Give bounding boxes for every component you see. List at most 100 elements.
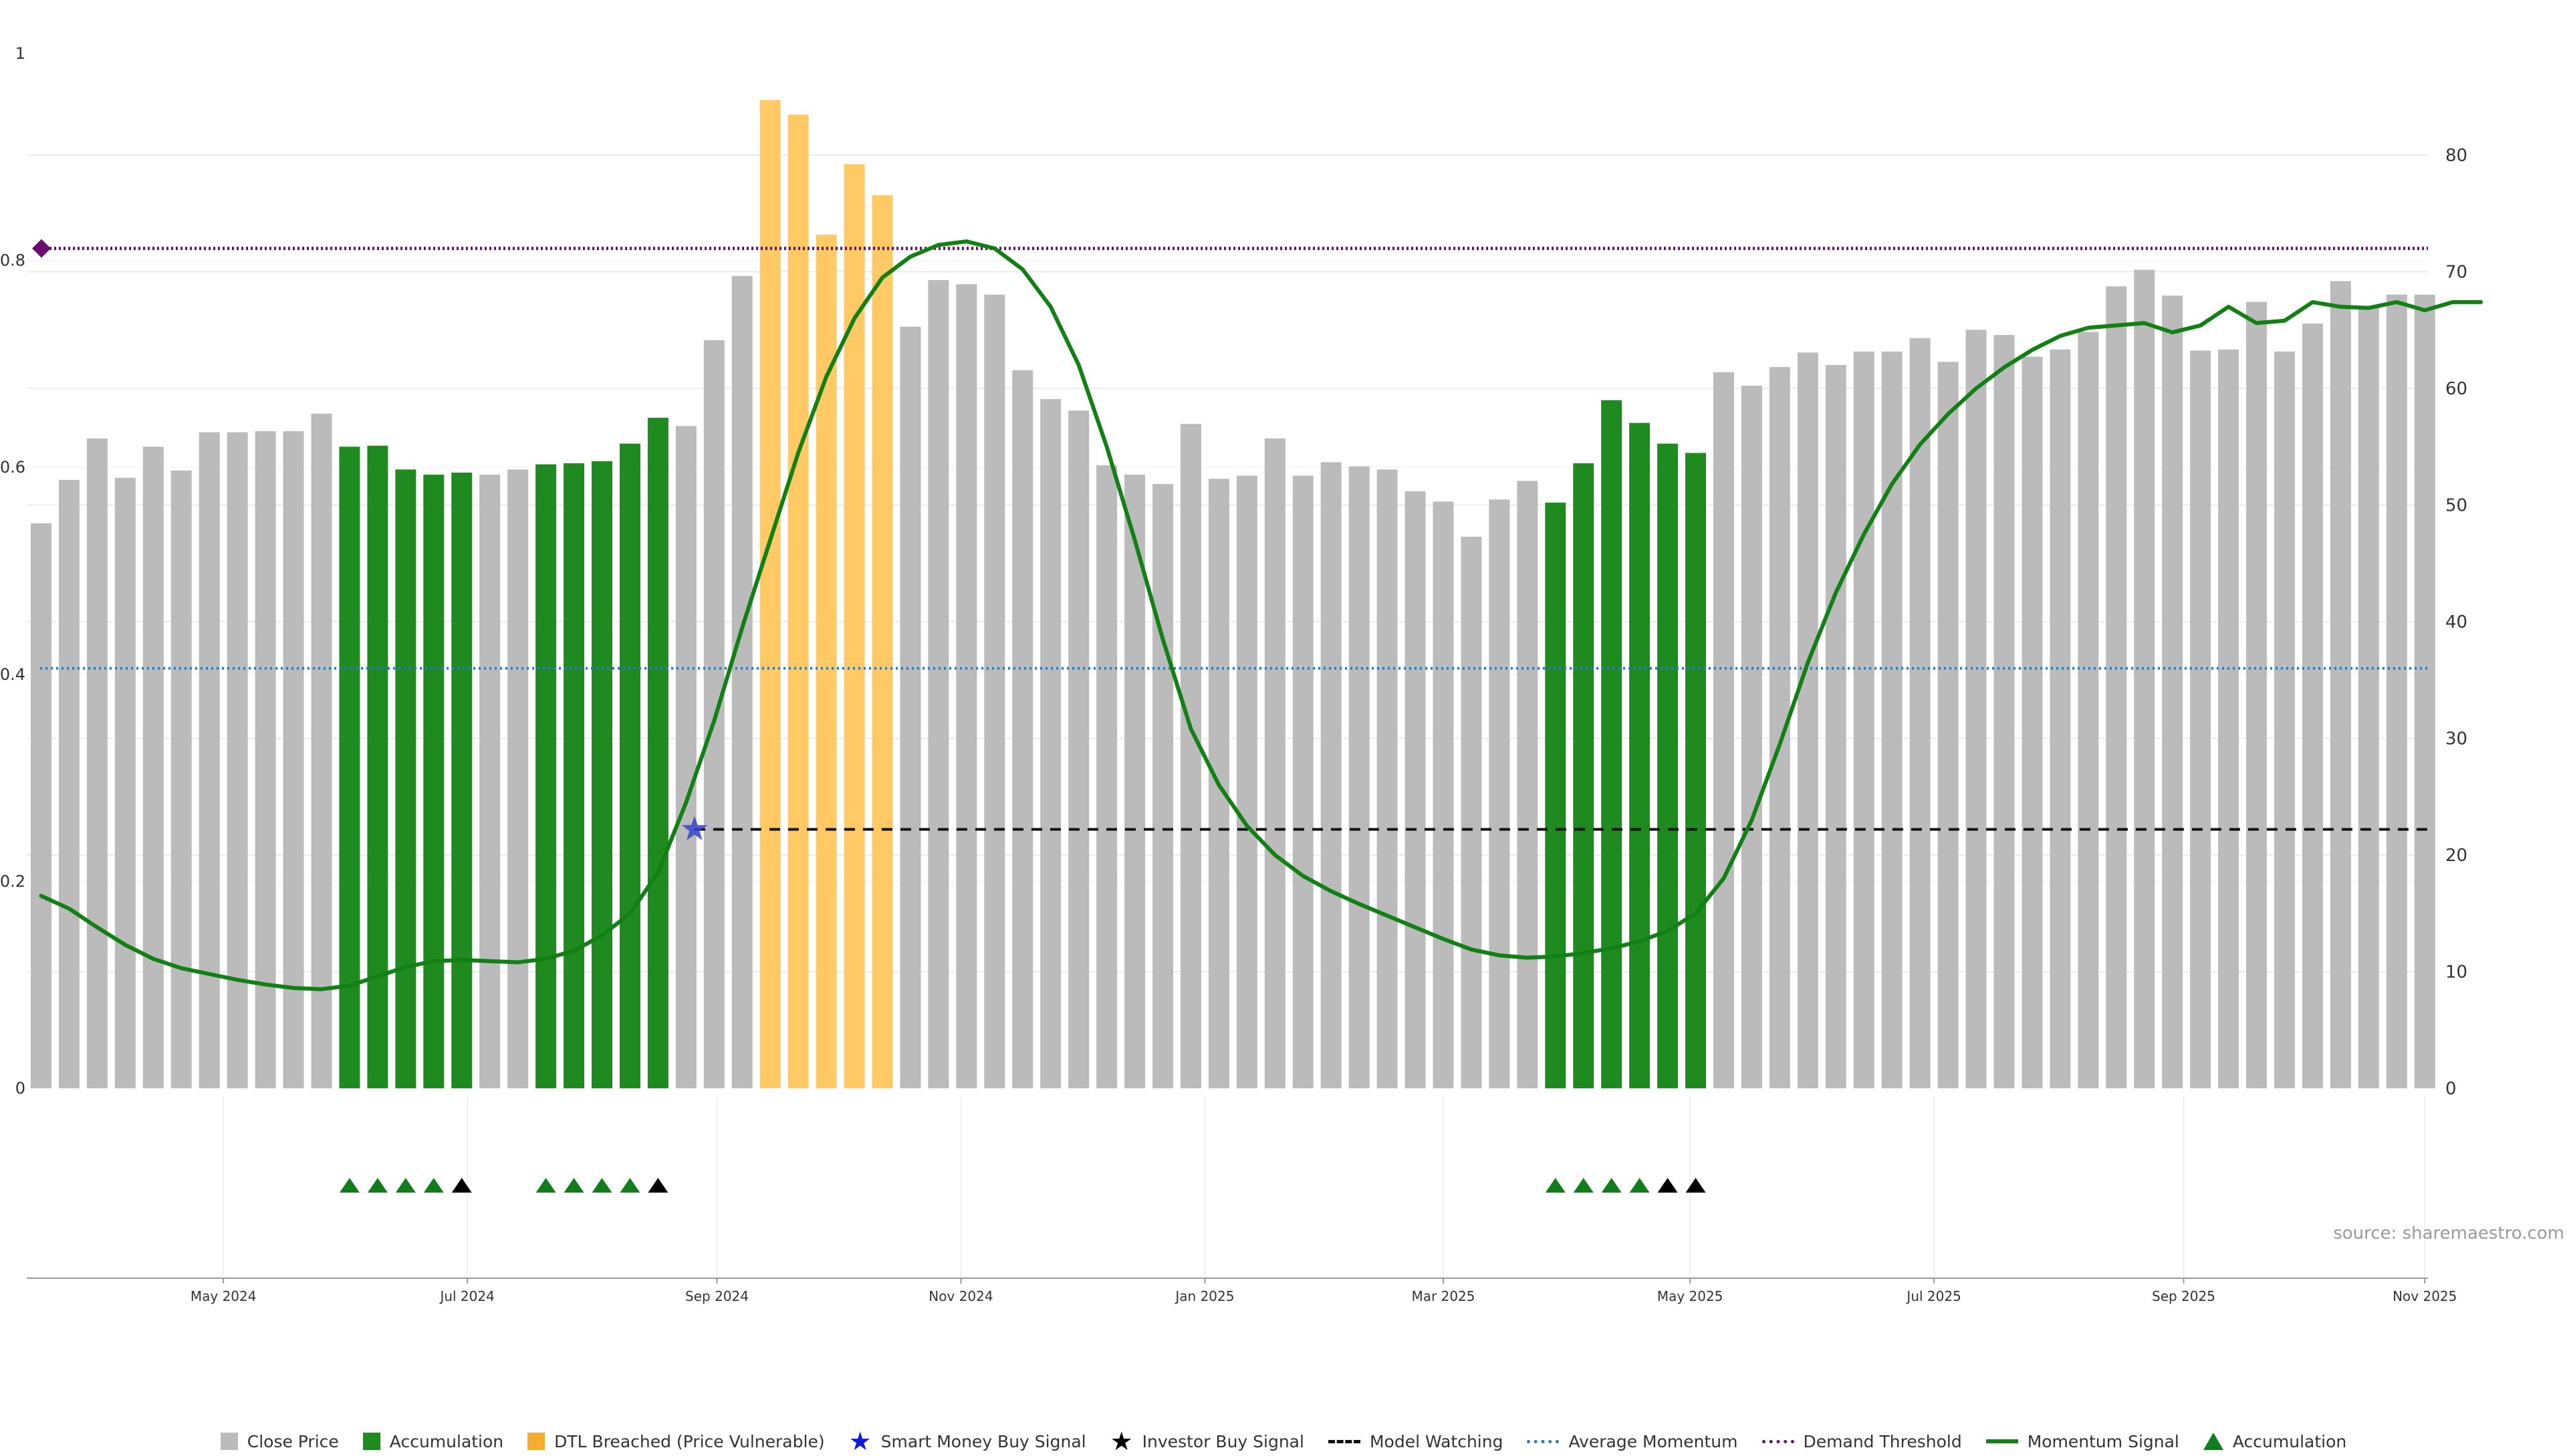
- legend-item: Close Price: [220, 1431, 339, 1451]
- y-right-tick-label: 60: [2445, 379, 2467, 399]
- y-right-tick-label: 0: [2445, 1079, 2457, 1099]
- investor-triangle: [648, 1178, 668, 1193]
- bar-close: [31, 523, 51, 1088]
- bar-close: [2022, 356, 2043, 1089]
- bar-close: [1124, 475, 1146, 1088]
- x-tick-label: Mar 2025: [1412, 1288, 1475, 1304]
- bar-close: [1993, 335, 2015, 1088]
- bar-close: [199, 432, 220, 1088]
- bar-dtl: [844, 164, 865, 1089]
- bar-close: [731, 275, 753, 1088]
- x-tick-label: Nov 2024: [929, 1288, 993, 1304]
- bar-close: [2330, 281, 2351, 1088]
- bar-close: [86, 438, 108, 1088]
- legend-label: Accumulation: [389, 1431, 504, 1451]
- star-icon: ★: [1110, 1427, 1133, 1456]
- bar-close: [984, 294, 1005, 1089]
- legend-item: Average Momentum: [1527, 1432, 1738, 1451]
- demand-threshold-marker: [32, 239, 51, 258]
- bar-close: [2190, 350, 2211, 1088]
- smart-money-buy-star: [681, 816, 707, 840]
- accumulation-triangle: [423, 1178, 444, 1193]
- accumulation-triangle: [1601, 1178, 1622, 1193]
- legend-label: Smart Money Buy Signal: [880, 1431, 1086, 1451]
- accumulation-triangle: [339, 1178, 360, 1193]
- bar-acc: [367, 445, 388, 1088]
- x-tick-label: May 2025: [1657, 1288, 1723, 1304]
- y-left-tick-label: 0: [15, 1079, 25, 1098]
- bar-acc: [1545, 502, 1566, 1088]
- accumulation-triangle: [1629, 1178, 1650, 1193]
- bar-close: [1741, 385, 1762, 1089]
- bar-close: [1825, 364, 1846, 1088]
- x-tick-label: Jan 2025: [1174, 1288, 1234, 1304]
- bar-close: [2274, 351, 2295, 1088]
- investor-triangle: [451, 1178, 472, 1193]
- bar-close: [2358, 307, 2379, 1088]
- bar-acc: [1601, 400, 1622, 1088]
- accumulation-triangle: [564, 1178, 584, 1193]
- bar-close: [114, 477, 136, 1088]
- bar-close: [1461, 536, 1482, 1088]
- legend-label: Model Watching: [1369, 1431, 1503, 1451]
- bar-close: [1068, 410, 1090, 1088]
- bar-close: [1264, 438, 1286, 1088]
- legend-label: Momentum Signal: [2027, 1431, 2179, 1451]
- y-left-tick-label: 0.2: [0, 872, 25, 890]
- bar-close: [1517, 481, 1538, 1088]
- bar-close: [479, 475, 501, 1088]
- y-right-tick-label: 50: [2445, 496, 2467, 516]
- legend-item: Accumulation: [362, 1431, 504, 1451]
- y-left-tick-label: 0.6: [0, 458, 25, 477]
- bar-close: [1152, 483, 1173, 1088]
- bar-close: [1320, 462, 1342, 1088]
- y-right-tick-label: 20: [2445, 846, 2467, 866]
- momentum-signal-line: [39, 239, 2483, 991]
- y-right-tick-label: 80: [2445, 146, 2467, 166]
- bar-close: [2106, 286, 2127, 1088]
- bar-close: [1909, 338, 1931, 1089]
- bar-close: [1040, 399, 1062, 1088]
- accumulation-triangle: [395, 1178, 416, 1193]
- bar-close: [507, 469, 529, 1088]
- bar-acc: [1629, 422, 1651, 1088]
- y-right-tick-label: 30: [2445, 729, 2467, 749]
- bar-acc: [619, 443, 640, 1088]
- bar-acc: [564, 463, 585, 1088]
- bar-acc: [647, 417, 668, 1088]
- bar-close: [2246, 301, 2268, 1088]
- bar-close: [1853, 351, 1874, 1088]
- accumulation-triangle: [1573, 1178, 1594, 1193]
- x-tick-label: May 2024: [191, 1288, 257, 1304]
- bar-close: [142, 447, 164, 1088]
- legend-label: Close Price: [247, 1431, 339, 1451]
- bar-close: [1012, 370, 1033, 1088]
- star-icon: ★: [848, 1427, 872, 1456]
- bar-close: [1433, 501, 1454, 1088]
- legend-label: Investor Buy Signal: [1142, 1431, 1304, 1451]
- bar-close: [2414, 294, 2435, 1089]
- legend-swatch-square: [220, 1433, 238, 1450]
- legend-item: Demand Threshold: [1761, 1431, 1962, 1451]
- accumulation-triangle: [367, 1178, 388, 1193]
- legend-item: ★ Investor Buy Signal: [1110, 1427, 1304, 1456]
- bar-close: [1489, 499, 1510, 1088]
- legend-label: DTL Breached (Price Vulnerable): [554, 1431, 825, 1451]
- bar-close: [675, 426, 697, 1088]
- bar-close: [1713, 372, 1734, 1089]
- accumulation-triangle: [620, 1178, 640, 1193]
- bar-close: [900, 326, 921, 1088]
- bar-close: [1881, 351, 1903, 1088]
- legend-swatch-line: [1328, 1439, 1360, 1443]
- legend-label: Demand Threshold: [1803, 1431, 1962, 1451]
- bar-close: [1937, 362, 1959, 1089]
- bar-close: [2050, 349, 2071, 1088]
- bar-close: [1292, 475, 1314, 1088]
- bar-close: [2078, 332, 2099, 1088]
- legend-swatch-line: [1527, 1439, 1560, 1443]
- bar-close: [2386, 294, 2407, 1089]
- bar-close: [58, 479, 80, 1088]
- bar-close: [1404, 491, 1426, 1088]
- bar-close: [2134, 269, 2155, 1089]
